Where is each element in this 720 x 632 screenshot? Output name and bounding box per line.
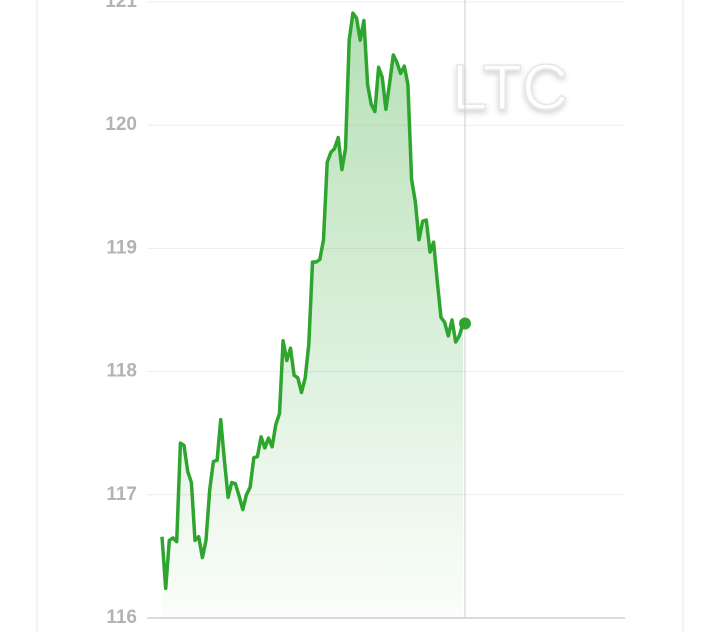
y-tick-label: 119 <box>106 237 137 258</box>
area <box>162 13 463 619</box>
line <box>160 11 465 591</box>
watermark: LTC <box>452 51 568 123</box>
y-tick-label: 121 <box>105 0 137 12</box>
y-tick-label: 118 <box>106 361 137 382</box>
last-point <box>459 317 471 330</box>
y-tick-label: 116 <box>106 607 137 628</box>
y-tick-label: 117 <box>106 484 137 505</box>
y-tick-label: 120 <box>105 114 137 135</box>
